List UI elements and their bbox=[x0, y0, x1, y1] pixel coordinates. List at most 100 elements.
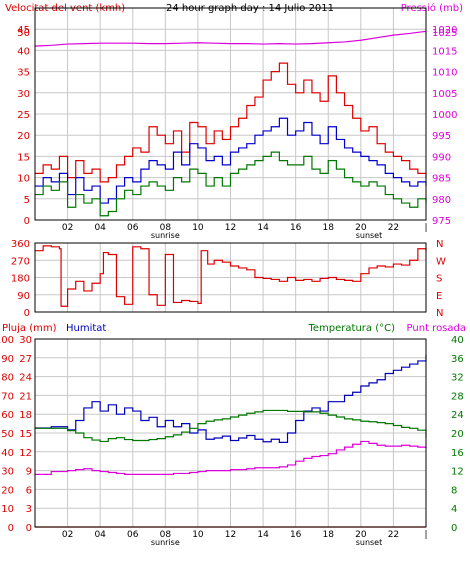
rain-tick-40: 40 bbox=[1, 448, 14, 459]
temperature-tick-4: 4 bbox=[451, 504, 457, 515]
temperature-tick-12: 12 bbox=[451, 467, 464, 478]
wind-tick-10: 10 bbox=[17, 174, 30, 185]
temperature-tick-24: 24 bbox=[451, 410, 464, 421]
humidity-tick-21: 21 bbox=[19, 391, 32, 402]
p3-series-temperature bbox=[35, 409, 427, 443]
pressure-tick-1000: 1000 bbox=[432, 110, 457, 121]
humidity-tick-12: 12 bbox=[19, 448, 32, 459]
direction-tick-360: 360 bbox=[11, 239, 30, 250]
p1-x-tick-04: 04 bbox=[94, 223, 106, 233]
humidity-tick-3: 3 bbox=[26, 504, 32, 515]
p2-series-direction bbox=[35, 245, 427, 307]
pressure-tick-985: 985 bbox=[432, 174, 451, 185]
humidity-tick-27: 27 bbox=[19, 354, 32, 365]
p3-x-tick-12: 12 bbox=[225, 530, 236, 540]
pressure-tick-990: 990 bbox=[432, 152, 451, 163]
p3-x-tick-18: 18 bbox=[323, 530, 335, 540]
compass-label-4: N bbox=[436, 239, 443, 250]
direction-tick-270: 270 bbox=[11, 256, 30, 267]
rain-tick-50: 50 bbox=[1, 429, 14, 440]
rain-tick-30: 30 bbox=[1, 467, 14, 478]
p3-x-tick-06: 06 bbox=[127, 530, 139, 540]
temperature-tick-16: 16 bbox=[451, 448, 464, 459]
pressure-tick-1020: 1020 bbox=[432, 25, 457, 36]
pressure-axis-label: Pressió (mb) bbox=[401, 2, 463, 14]
p3-x-tick-16: 16 bbox=[290, 530, 302, 540]
wind-tick-top: 50 bbox=[17, 28, 30, 39]
rain-tick-0: 0 bbox=[8, 523, 14, 534]
wind-tick-45: 45 bbox=[17, 25, 30, 36]
p1-x-tick-08: 08 bbox=[160, 223, 172, 233]
p3-x-end-mark: | bbox=[424, 530, 427, 540]
direction-tick-180: 180 bbox=[11, 274, 30, 285]
temperature-tick-36: 36 bbox=[451, 354, 464, 365]
p3-series-dewpoint bbox=[35, 440, 427, 475]
humidity-tick-30: 30 bbox=[19, 335, 32, 346]
rain-axis-label: Pluja (mm) bbox=[2, 323, 57, 334]
p1-x-tick-18: 18 bbox=[323, 223, 335, 233]
rain-tick-60: 60 bbox=[1, 410, 14, 421]
p1-series-wind bbox=[35, 62, 427, 183]
pressure-tick-1005: 1005 bbox=[432, 89, 457, 100]
wind-tick-5: 5 bbox=[24, 195, 30, 206]
p1-series-avg_wind bbox=[35, 151, 427, 217]
p3-series-humidity bbox=[35, 354, 427, 443]
humidity-tick-9: 9 bbox=[26, 467, 32, 478]
p3-frame bbox=[34, 338, 427, 528]
p1-frame bbox=[34, 7, 427, 221]
p1-x-tick-14: 14 bbox=[257, 223, 269, 233]
p3-x-tick-20: 20 bbox=[355, 530, 367, 540]
direction-tick-0: 0 bbox=[24, 308, 30, 319]
humidity-tick-6: 6 bbox=[26, 485, 32, 496]
rain-tick-10: 10 bbox=[1, 504, 14, 515]
pressure-tick-1015: 1015 bbox=[432, 46, 457, 57]
p3-x-tick-04: 04 bbox=[94, 530, 106, 540]
wind-tick-40: 40 bbox=[17, 46, 30, 57]
humidity-tick-15: 15 bbox=[19, 429, 32, 440]
temperature-axis-label: Temperatura (°C) bbox=[307, 323, 395, 334]
p3-x-sunrise-label: sunrise bbox=[151, 538, 180, 547]
rain-tick-20: 20 bbox=[1, 485, 14, 496]
pressure-tick-top: 1025 bbox=[432, 28, 457, 39]
temperature-tick-40: 40 bbox=[451, 335, 464, 346]
wind-tick-35: 35 bbox=[17, 68, 30, 79]
compass-label-3: W bbox=[436, 256, 446, 267]
p3-x-tick-10: 10 bbox=[192, 530, 204, 540]
p2-frame bbox=[34, 242, 427, 313]
wind-tick-30: 30 bbox=[17, 89, 30, 100]
p1-x-tick-20: 20 bbox=[355, 223, 367, 233]
temperature-tick-8: 8 bbox=[451, 485, 457, 496]
p1-x-tick-12: 12 bbox=[225, 223, 236, 233]
p1-x-end-mark: | bbox=[424, 223, 427, 233]
humidity-tick-0: 0 bbox=[26, 523, 32, 534]
wind-tick-25: 25 bbox=[17, 110, 30, 121]
p1-x-tick-16: 16 bbox=[290, 223, 302, 233]
p3-x-tick-08: 08 bbox=[160, 530, 172, 540]
rain-tick-90: 90 bbox=[1, 354, 14, 365]
p1-x-tick-02: 02 bbox=[62, 223, 73, 233]
p1-x-tick-22: 22 bbox=[388, 223, 399, 233]
compass-label-0: N bbox=[436, 308, 443, 319]
p1-series-pressure bbox=[34, 30, 427, 47]
humidity-tick-18: 18 bbox=[19, 410, 32, 421]
wind-tick-20: 20 bbox=[17, 131, 30, 142]
p1-x-sunrise-label: sunrise bbox=[151, 231, 180, 240]
direction-tick-90: 90 bbox=[17, 291, 30, 302]
humidity-tick-24: 24 bbox=[19, 373, 32, 384]
temperature-tick-20: 20 bbox=[451, 429, 464, 440]
pressure-tick-975: 975 bbox=[432, 216, 451, 227]
p3-x-tick-02: 02 bbox=[62, 530, 73, 540]
pressure-tick-980: 980 bbox=[432, 195, 451, 206]
pressure-tick-1010: 1010 bbox=[432, 68, 457, 79]
rain-tick-80: 80 bbox=[1, 373, 14, 384]
temperature-tick-0: 0 bbox=[451, 523, 457, 534]
compass-label-1: E bbox=[436, 291, 442, 302]
temperature-tick-32: 32 bbox=[451, 373, 464, 384]
compass-label-2: S bbox=[436, 274, 442, 285]
temperature-tick-28: 28 bbox=[451, 391, 464, 402]
pressure-tick-995: 995 bbox=[432, 131, 451, 142]
p1-x-tick-10: 10 bbox=[192, 223, 204, 233]
wind-tick-15: 15 bbox=[17, 152, 30, 163]
